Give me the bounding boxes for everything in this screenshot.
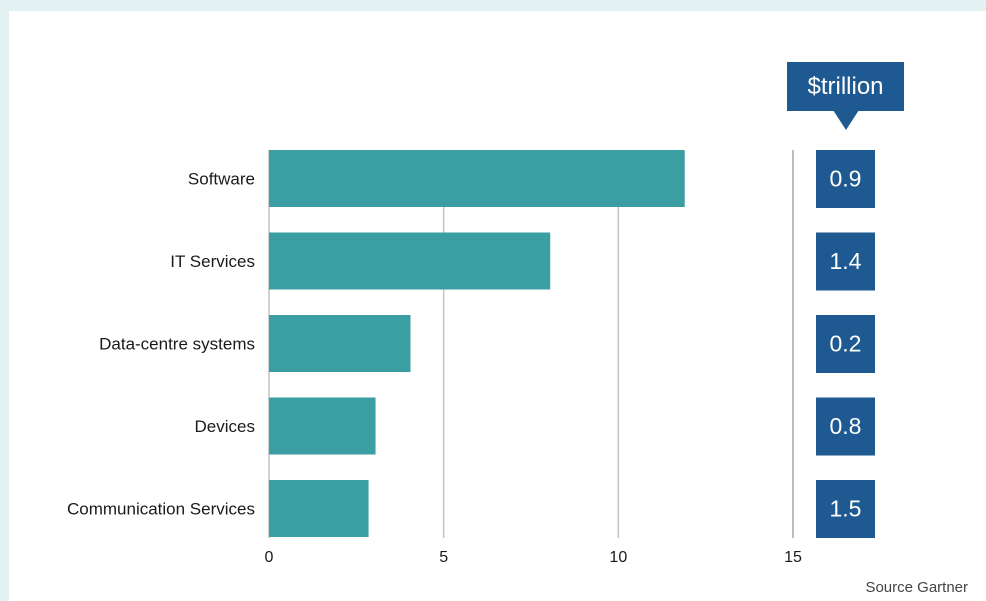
category-label: Data-centre systems <box>99 335 255 354</box>
side-value-box-2 <box>816 315 875 373</box>
bar-3 <box>269 397 376 455</box>
unit-header-pointer <box>833 110 859 130</box>
side-value-box-3 <box>816 397 875 456</box>
x-tick-label: 15 <box>784 549 802 566</box>
side-value-label: 0.9 <box>830 166 862 192</box>
side-value-box-0 <box>816 150 875 208</box>
bar-layer <box>269 150 685 537</box>
category-label-layer: Software IT Services Data-centre systems De… <box>67 170 255 519</box>
source-note: Source Gartner <box>865 579 968 596</box>
category-label: Communication Services <box>67 500 255 519</box>
bar-4 <box>269 480 369 537</box>
category-label: Software <box>188 170 255 189</box>
unit-header-label: $trillion <box>807 73 883 100</box>
x-tick-label: 5 <box>439 549 448 566</box>
tick-label-layer: 0 5 10 15 <box>265 549 802 566</box>
side-value-label: 1.5 <box>830 496 862 522</box>
bar-1 <box>269 232 551 290</box>
bar-2 <box>269 315 411 372</box>
side-value-label: 1.4 <box>830 248 862 274</box>
bar-0 <box>269 150 685 207</box>
side-value-label: 0.2 <box>830 331 862 357</box>
unit-header: $trillion <box>787 62 904 130</box>
side-value-label: 0.8 <box>830 413 862 439</box>
side-value-layer: 0.9 1.4 0.2 0.8 1.5 <box>816 150 875 538</box>
side-value-box-1 <box>816 232 875 291</box>
category-label: IT Services <box>170 252 255 271</box>
x-tick-label: 10 <box>609 549 627 566</box>
category-label: Devices <box>195 417 255 436</box>
side-value-box-4 <box>816 480 875 538</box>
unit-header-box <box>787 62 904 111</box>
x-tick-label: 0 <box>265 549 274 566</box>
